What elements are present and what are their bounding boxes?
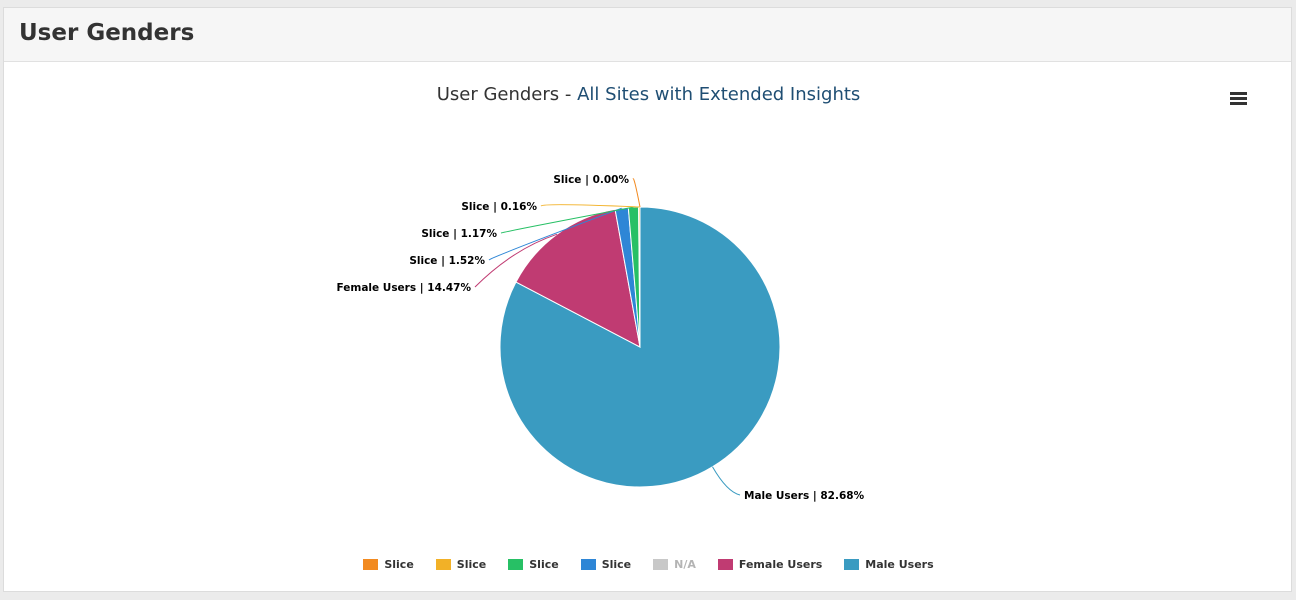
- chart-title-highlight: All Sites with Extended Insights: [577, 84, 861, 105]
- chart-title: User Genders - All Sites with Extended I…: [4, 84, 1293, 105]
- legend-swatch: [653, 559, 669, 570]
- data-label: Male Users | 82.68%: [744, 490, 865, 502]
- legend-swatch: [717, 559, 733, 570]
- legend-label: Male Users: [865, 558, 934, 571]
- panel-title: User Genders: [19, 20, 195, 46]
- legend-label: Slice: [384, 558, 414, 571]
- data-label: Slice | 1.17%: [421, 228, 497, 240]
- data-label: Slice | 0.00%: [553, 174, 629, 186]
- legend-item[interactable]: N/A: [653, 558, 696, 571]
- legend-label: Slice: [529, 558, 559, 571]
- legend-label: N/A: [674, 558, 696, 571]
- pie-slice[interactable]: [515, 208, 641, 348]
- legend-item[interactable]: Slice: [508, 558, 559, 571]
- legend-label: Slice: [601, 558, 632, 571]
- legend-item[interactable]: Female Users: [717, 558, 823, 571]
- legend-label: Slice: [456, 558, 487, 571]
- chart-title-main: User Genders -: [436, 84, 578, 105]
- label-connector: [632, 178, 641, 208]
- legend-swatch: [580, 559, 596, 570]
- legend-swatch: [435, 559, 451, 570]
- label-connector: [500, 206, 634, 234]
- hamburger-menu-icon[interactable]: [1230, 90, 1252, 108]
- legend-item[interactable]: Male Users: [844, 558, 934, 571]
- user-genders-panel: User Genders User Genders - All Sites wi…: [3, 7, 1292, 592]
- legend-swatch: [508, 559, 524, 570]
- legend-swatch: [844, 559, 860, 570]
- panel-header: User Genders: [4, 8, 1291, 62]
- chart-legend: Slice Slice Slice Slice N/A Female Users Male …: [4, 558, 1293, 571]
- data-label: Female Users | 14.47%: [337, 282, 472, 294]
- legend-swatch: [363, 559, 379, 570]
- label-connector: [712, 466, 741, 496]
- label-connector: [488, 207, 622, 261]
- pie-chart: Male Users | 82.68% Female Users | 14.47%…: [337, 174, 865, 502]
- legend-item[interactable]: Slice: [363, 558, 414, 571]
- legend-label: Female Users: [738, 558, 823, 571]
- legend-item[interactable]: Slice: [580, 558, 632, 571]
- label-connector: [540, 204, 640, 208]
- data-label: Slice | 1.52%: [409, 255, 485, 267]
- label-connector: [474, 233, 558, 288]
- legend-item[interactable]: Slice: [435, 558, 487, 571]
- data-label: Slice | 0.16%: [461, 201, 537, 213]
